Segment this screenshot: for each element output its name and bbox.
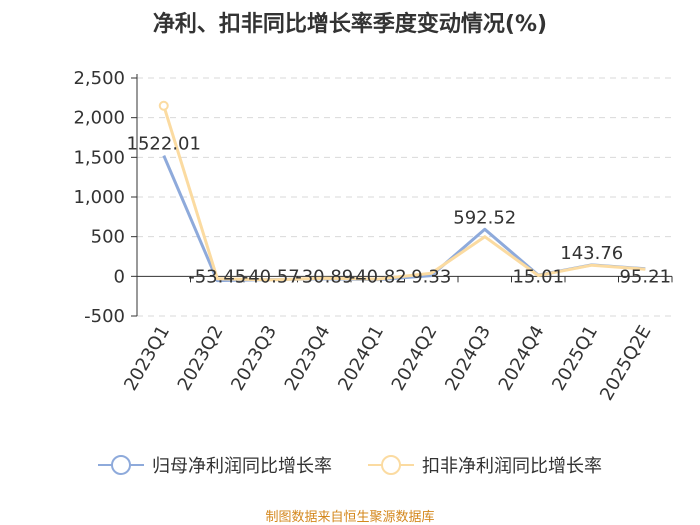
x-tick-label: 2025Q1 — [548, 322, 602, 394]
data-label: 15.01 — [512, 266, 564, 287]
data-label: 9.33 — [411, 266, 451, 287]
x-tick-label: 2023Q4 — [281, 322, 335, 394]
x-tick-label: 2024Q2 — [388, 322, 442, 394]
data-label: 1522.01 — [127, 134, 201, 155]
data-label: -53.45 — [188, 266, 246, 287]
data-label: 143.76 — [560, 243, 623, 264]
series-lines — [158, 100, 646, 283]
data-label: -30.89 — [295, 266, 353, 287]
y-tick-label: 0 — [114, 266, 125, 287]
data-label: -40.82 — [349, 266, 407, 287]
data-label: 95.21 — [619, 266, 671, 287]
data-label: -40.57 — [242, 266, 300, 287]
x-tick-label: 2024Q3 — [441, 322, 495, 394]
x-tick-label: 2023Q1 — [120, 322, 174, 394]
data-label: 592.52 — [453, 207, 516, 228]
y-tick-label: 1,500 — [73, 147, 125, 168]
grid-lines — [137, 77, 672, 317]
legend-label: 扣非净利润同比增长率 — [422, 456, 602, 477]
x-tick-label: 2023Q3 — [227, 322, 281, 394]
legend-item-series-1[interactable]: 归母净利润同比增长率 — [98, 452, 332, 478]
y-tick-label: -500 — [84, 306, 125, 327]
series-2-point-marker — [158, 100, 169, 111]
y-tick-label: 2,500 — [73, 68, 125, 89]
legend-swatch-icon — [368, 455, 414, 475]
x-tick-label: 2024Q4 — [495, 322, 549, 394]
legend-swatch-icon — [98, 455, 144, 475]
y-tick-label: 2,000 — [73, 108, 125, 129]
legend-label: 归母净利润同比增长率 — [152, 456, 332, 477]
x-tick-label: 2025Q2E — [596, 322, 656, 404]
y-tick-label: 500 — [91, 227, 125, 248]
legend: 归母净利润同比增长率 扣非净利润同比增长率 — [0, 452, 700, 478]
x-tick-label: 2024Q1 — [334, 322, 388, 394]
source-note: 制图数据来自恒生聚源数据库 — [265, 510, 435, 525]
series-line-2 — [162, 105, 646, 282]
legend-item-series-2[interactable]: 扣非净利润同比增长率 — [368, 452, 602, 478]
y-tick-label: 1,000 — [73, 187, 125, 208]
x-tick-label: 2023Q2 — [174, 322, 228, 394]
data-labels: 1522.01 -53.45-40.57-30.89-40.82 9.33 592.5… — [127, 134, 671, 288]
chart-title: 净利、扣非同比增长率季度变动情况(%) — [152, 12, 548, 37]
